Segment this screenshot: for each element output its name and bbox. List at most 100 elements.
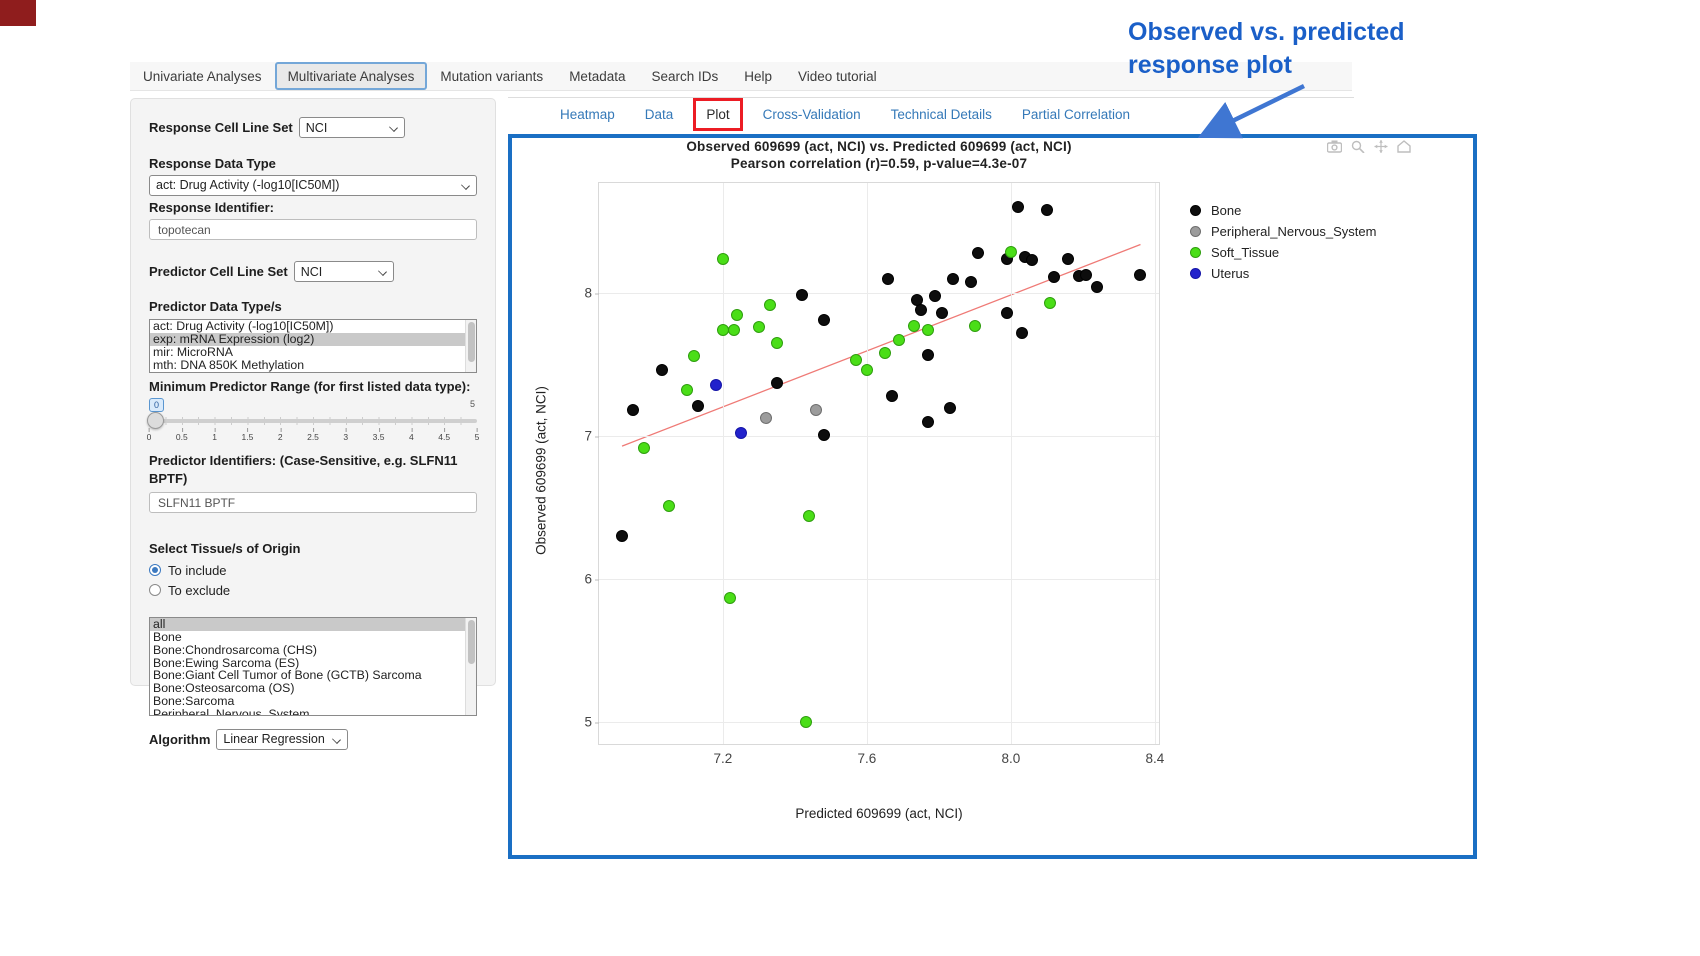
data-point-soft_tissue[interactable] (763, 298, 776, 311)
min-predictor-range-slider[interactable]: 0 5 0 0.5 1 1.5 2 2.5 3 3.5 4 4.5 5 (147, 398, 479, 444)
data-point-bone[interactable] (691, 400, 704, 413)
scrollbar-thumb[interactable] (467, 321, 475, 362)
tab-technical-details[interactable]: Technical Details (890, 107, 992, 122)
listbox-option[interactable]: all (150, 617, 476, 631)
data-point-bone[interactable] (943, 401, 956, 414)
tissue-origin-option[interactable]: To exclude (149, 583, 477, 598)
tab-data[interactable]: Data (644, 107, 674, 122)
nav-item-help[interactable]: Help (744, 68, 773, 84)
data-point-bone[interactable] (882, 272, 895, 285)
data-point-soft_tissue[interactable] (893, 334, 906, 347)
data-point-bone[interactable] (1062, 252, 1075, 265)
data-point-soft_tissue[interactable] (968, 320, 981, 332)
data-point-bone[interactable] (626, 404, 639, 417)
data-point-soft_tissue[interactable] (727, 324, 740, 337)
data-point-soft_tissue[interactable] (716, 252, 729, 265)
data-point-soft_tissue[interactable] (850, 354, 863, 367)
data-point-bone[interactable] (1026, 254, 1039, 267)
nav-item-metadata[interactable]: Metadata (569, 68, 626, 84)
scrollbar-thumb[interactable] (467, 619, 475, 664)
listbox-option[interactable]: mth: DNA 850K Methylation (153, 358, 305, 373)
data-point-soft_tissue[interactable] (922, 324, 935, 337)
data-point-uterus[interactable] (709, 378, 722, 391)
data-point-soft_tissue[interactable] (907, 320, 920, 332)
data-point-bone[interactable] (1040, 204, 1053, 217)
listbox-option[interactable]: mir: MicroRNA (153, 345, 233, 360)
data-point-soft_tissue[interactable] (770, 337, 783, 350)
data-point-soft_tissue[interactable] (803, 510, 816, 523)
legend-entry[interactable]: Soft_Tissue (1190, 242, 1376, 263)
nav-item-search-ids[interactable]: Search IDs (651, 68, 719, 84)
legend-entry[interactable]: Peripheral_Nervous_System (1190, 221, 1376, 242)
data-point-bone[interactable] (817, 428, 830, 441)
nav-item-mutation-variants[interactable]: Mutation variants (440, 68, 544, 84)
reset-axes-icon[interactable] (1397, 140, 1411, 153)
data-point-soft_tissue[interactable] (799, 716, 812, 729)
tissue-listbox[interactable]: all Bone Bone:Chondrosarcoma (CHS) Bone:Ewi… (149, 616, 477, 716)
chart-plot-area[interactable]: 7.2 7.6 8.0 8.4 5 6 7 8 (584, 182, 1164, 766)
nav-item-multivariate-analyses[interactable]: Multivariate Analyses (274, 62, 428, 90)
listbox-option[interactable]: Bone:Giant Cell Tumor of Bone (GCTB) Sar… (153, 668, 422, 683)
nav-item-video-tutorial[interactable]: Video tutorial (798, 68, 877, 84)
data-point-bone[interactable] (922, 348, 935, 361)
response-identifier-input[interactable] (149, 219, 477, 241)
radio-selected-icon[interactable] (149, 564, 161, 577)
algorithm-select[interactable]: Linear Regression (216, 728, 349, 750)
listbox-option[interactable]: Bone:Chondrosarcoma (CHS) (153, 642, 318, 657)
data-point-bone[interactable] (796, 288, 809, 301)
data-point-soft_tissue[interactable] (662, 500, 675, 513)
data-point-bone[interactable] (1080, 268, 1093, 281)
data-point-bone[interactable] (1134, 268, 1147, 281)
legend-entry[interactable]: Bone (1190, 200, 1376, 221)
data-point-bone[interactable] (1012, 201, 1025, 214)
listbox-option[interactable]: exp: mRNA Expression (log2) (150, 332, 476, 347)
data-point-soft_tissue[interactable] (752, 321, 765, 334)
zoom-icon[interactable] (1351, 140, 1365, 153)
data-point-peripheral_nervous_system[interactable] (760, 411, 773, 424)
response-data-type-select[interactable]: act: Drug Activity (-log10[IC50M]) (149, 174, 477, 196)
data-point-soft_tissue[interactable] (1004, 245, 1017, 258)
camera-icon[interactable] (1327, 140, 1342, 153)
data-point-uterus[interactable] (734, 427, 747, 440)
data-point-soft_tissue[interactable] (860, 364, 873, 377)
listbox-option[interactable]: Bone:Osteosarcoma (OS) (153, 681, 295, 696)
predictor-data-types-listbox[interactable]: act: Drug Activity (-log10[IC50M]) exp: m… (149, 318, 477, 373)
listbox-option[interactable]: Peripheral_Nervous_System (153, 707, 310, 716)
data-point-bone[interactable] (922, 415, 935, 428)
data-point-bone[interactable] (1015, 327, 1028, 340)
data-point-bone[interactable] (817, 314, 830, 327)
listbox-option[interactable]: Bone (153, 629, 182, 644)
data-point-soft_tissue[interactable] (724, 591, 737, 604)
tab-partial-correlation[interactable]: Partial Correlation (1021, 107, 1130, 122)
data-point-soft_tissue[interactable] (878, 347, 891, 360)
predictor-identifiers-input[interactable] (149, 492, 477, 514)
data-point-soft_tissue[interactable] (688, 350, 701, 363)
data-point-bone[interactable] (947, 272, 960, 285)
data-point-bone[interactable] (936, 307, 949, 320)
data-point-bone[interactable] (965, 275, 978, 288)
data-point-bone[interactable] (1048, 271, 1061, 284)
slider-handle[interactable] (147, 412, 164, 430)
data-point-bone[interactable] (972, 247, 985, 260)
data-point-bone[interactable] (929, 289, 942, 302)
tab-cross-validation[interactable]: Cross-Validation (762, 107, 861, 122)
tab-plot[interactable]: Plot (706, 107, 730, 122)
pan-icon[interactable] (1374, 140, 1388, 153)
data-point-soft_tissue[interactable] (1044, 297, 1057, 310)
listbox-option[interactable]: act: Drug Activity (-log10[IC50M]) (153, 318, 334, 333)
response-cell-line-set-select[interactable]: NCI (298, 117, 405, 138)
legend-entry[interactable]: Uterus (1190, 263, 1376, 284)
data-point-bone[interactable] (655, 364, 668, 377)
data-point-bone[interactable] (1001, 307, 1014, 320)
listbox-option[interactable]: Bone:Ewing Sarcoma (ES) (153, 655, 300, 670)
data-point-bone[interactable] (886, 390, 899, 403)
nav-item-univariate-analyses[interactable]: Univariate Analyses (143, 68, 262, 84)
data-point-bone[interactable] (616, 530, 629, 543)
slider-track[interactable] (149, 419, 477, 424)
data-point-bone[interactable] (1091, 281, 1104, 294)
scrollbar[interactable] (465, 617, 476, 715)
data-point-bone[interactable] (770, 377, 783, 390)
predictor-cell-line-set-select[interactable]: NCI (293, 261, 394, 283)
data-point-soft_tissue[interactable] (637, 441, 650, 454)
tab-heatmap[interactable]: Heatmap (560, 107, 615, 122)
